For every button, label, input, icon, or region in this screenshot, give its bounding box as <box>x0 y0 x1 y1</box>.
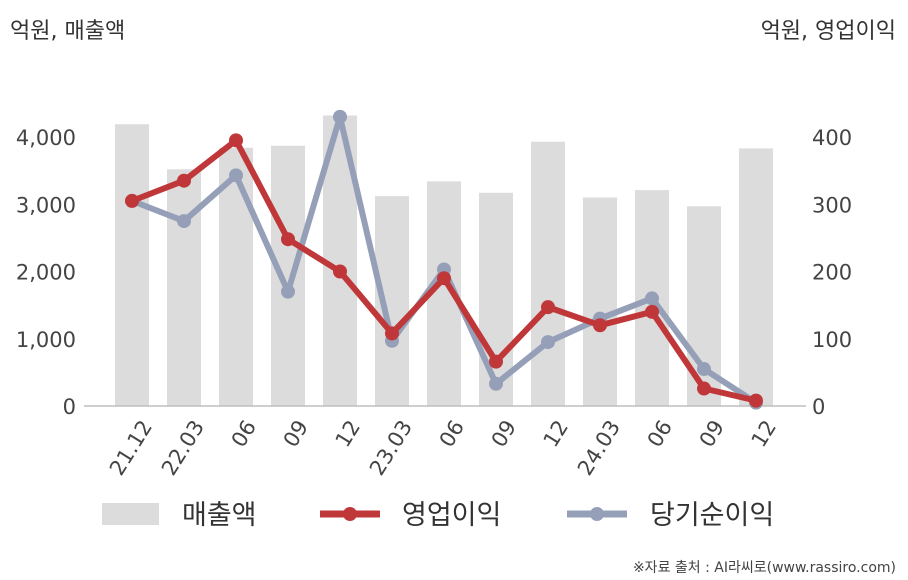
left-axis-unit: 억원, 매출액 <box>10 19 125 44</box>
bar-8 <box>531 141 565 406</box>
legend: 매출액 영업이익 당기순이익 <box>102 500 774 531</box>
left-tick-label: 2,000 <box>16 261 76 285</box>
legend-label-operating-profit: 영업이익 <box>402 500 501 531</box>
line-series <box>125 109 763 410</box>
point-net-income-11 <box>697 362 711 377</box>
point-net-income-7 <box>489 376 503 391</box>
legend-label-revenue: 매출액 <box>182 500 257 531</box>
x-tick-label: 22.03 <box>157 416 209 480</box>
bar-12 <box>739 148 773 406</box>
legend-swatch-revenue <box>102 503 159 525</box>
left-tick-label: 0 <box>63 395 76 419</box>
bar-3 <box>271 145 305 406</box>
right-axis-ticks: 0 100 200 300 400 <box>812 126 852 419</box>
point-operating-profit-0 <box>125 193 139 208</box>
left-tick-label: 4,000 <box>16 126 76 150</box>
x-tick-label: 06 <box>227 416 262 451</box>
point-operating-profit-2 <box>229 133 243 148</box>
x-axis-ticks: 21.12 22.03 06 09 12 23.03 06 09 12 24.03 06 09 12 <box>105 416 781 480</box>
point-operating-profit-5 <box>385 326 399 341</box>
point-net-income-2 <box>229 168 243 183</box>
left-tick-label: 3,000 <box>16 193 76 217</box>
right-tick-label: 400 <box>812 126 852 150</box>
right-tick-label: 100 <box>812 328 852 352</box>
x-tick-label: 23.03 <box>365 416 417 480</box>
legend-marker-operating-profit <box>343 507 357 521</box>
point-net-income-4 <box>333 109 347 124</box>
x-tick-label: 09 <box>487 416 522 451</box>
x-tick-label: 12 <box>331 416 366 451</box>
point-operating-profit-10 <box>645 304 659 319</box>
point-operating-profit-4 <box>333 264 347 279</box>
point-operating-profit-8 <box>541 300 555 315</box>
point-net-income-3 <box>281 284 295 299</box>
x-tick-label: 09 <box>279 416 314 451</box>
right-tick-label: 0 <box>812 395 825 419</box>
point-net-income-10 <box>645 291 659 306</box>
bar-0 <box>115 124 149 406</box>
x-tick-label: 12 <box>747 416 782 451</box>
point-net-income-8 <box>541 335 555 350</box>
source-note: ※자료 출처 : AI라씨로(www.rassiro.com) <box>633 560 896 576</box>
bar-9 <box>583 197 617 406</box>
x-tick-label: 06 <box>435 416 470 451</box>
point-operating-profit-9 <box>593 318 607 333</box>
point-net-income-1 <box>177 214 191 229</box>
left-tick-label: 1,000 <box>16 328 76 352</box>
point-operating-profit-12 <box>749 393 763 408</box>
bar-1 <box>167 169 201 406</box>
point-operating-profit-1 <box>177 173 191 188</box>
bar-2 <box>219 147 253 406</box>
x-tick-label: 09 <box>695 416 730 451</box>
x-tick-label: 06 <box>643 416 678 451</box>
x-tick-label: 24.03 <box>573 416 625 480</box>
legend-marker-net-income <box>590 507 604 521</box>
point-operating-profit-11 <box>697 381 711 396</box>
legend-label-net-income: 당기순이익 <box>650 500 774 531</box>
point-operating-profit-7 <box>489 354 503 369</box>
x-tick-label: 21.12 <box>105 416 157 480</box>
right-tick-label: 200 <box>812 261 852 285</box>
x-tick-label: 12 <box>539 416 574 451</box>
right-axis-unit: 억원, 영업이익 <box>761 19 896 44</box>
point-operating-profit-3 <box>281 232 295 247</box>
point-operating-profit-6 <box>437 271 451 286</box>
bar-7 <box>479 192 513 406</box>
left-axis-ticks: 0 1,000 2,000 3,000 4,000 <box>16 126 76 419</box>
right-tick-label: 300 <box>812 193 852 217</box>
